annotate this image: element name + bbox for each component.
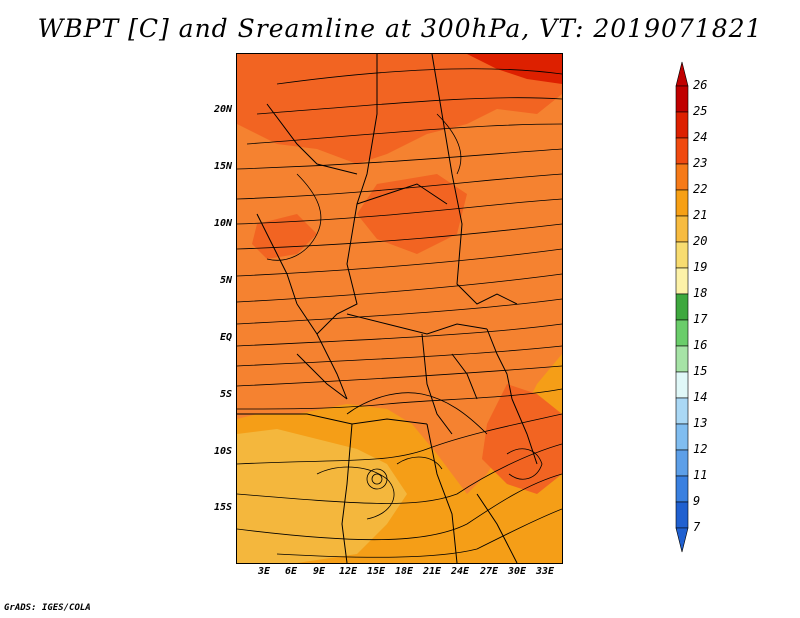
lat-label: 15N [213, 161, 232, 172]
field-24-north [237, 54, 562, 164]
field-24-east [482, 384, 562, 494]
lon-label: 6E [284, 566, 298, 577]
colorbar-segment [675, 423, 689, 451]
colorbar-segment [675, 345, 689, 373]
lon-label: 9E [312, 566, 326, 577]
colorbar-segment [675, 137, 689, 165]
lat-label: 10N [213, 218, 232, 229]
colorbar-segment [675, 111, 689, 139]
colorbar-label: 7 [693, 520, 701, 534]
colorbar-segment [675, 397, 689, 425]
lon-label: 21E [422, 566, 442, 577]
colorbar-label: 23 [693, 156, 708, 170]
colorbar-segment [675, 267, 689, 295]
lon-label: 24E [450, 566, 470, 577]
colorbar-label: 18 [693, 286, 708, 300]
colorbar-segment [675, 85, 689, 113]
colorbar-bottom-arrow [675, 527, 689, 553]
lat-label: 5N [219, 275, 232, 286]
lat-label: 15S [213, 502, 232, 513]
colorbar-label: 26 [693, 78, 708, 92]
colorbar [675, 61, 689, 553]
lon-label: 18E [394, 566, 414, 577]
streamlines [237, 68, 562, 558]
map-svg [237, 54, 562, 563]
colorbar-label: 13 [693, 416, 708, 430]
lat-label: EQ [219, 332, 232, 343]
lat-label: 10S [213, 446, 232, 457]
colorbar-label: 12 [693, 442, 708, 456]
colorbar-label: 17 [693, 312, 708, 326]
lon-label: 27E [479, 566, 499, 577]
lat-label: 5S [219, 389, 232, 400]
field-24-central [357, 174, 467, 254]
colorbar-label: 19 [693, 260, 708, 274]
colorbar-label: 9 [693, 494, 701, 508]
colorbar-segment [675, 293, 689, 321]
colorbar-segment [675, 449, 689, 477]
colorbar-segment [675, 319, 689, 347]
colorbar-label: 24 [693, 130, 708, 144]
lon-label: 15E [366, 566, 386, 577]
lon-label: 3E [257, 566, 271, 577]
colorbar-label: 21 [693, 208, 708, 222]
lat-label: 20N [213, 104, 232, 115]
colorbar-label: 16 [693, 338, 708, 352]
lon-label: 30E [507, 566, 527, 577]
field-25-north [467, 54, 562, 84]
colorbar-label: 15 [693, 364, 708, 378]
map-panel [236, 53, 563, 564]
colorbar-label: 25 [693, 104, 708, 118]
colorbar-top-arrow [675, 61, 689, 87]
lon-label: 12E [338, 566, 358, 577]
colorbar-segment [675, 371, 689, 399]
colorbar-label: 14 [693, 390, 708, 404]
colorbar-label: 11 [693, 468, 708, 482]
colorbar-label: 20 [693, 234, 708, 248]
grads-credit: GrADS: IGES/COLA [4, 603, 91, 613]
chart-title: WBPT [C] and Sreamline at 300hPa, VT: 20… [37, 14, 763, 43]
colorbar-segment [675, 215, 689, 243]
colorbar-segment [675, 501, 689, 529]
colorbar-segments [675, 61, 689, 553]
lon-label: 33E [535, 566, 555, 577]
wbpt-field [237, 54, 562, 563]
colorbar-segment [675, 189, 689, 217]
colorbar-label: 22 [693, 182, 708, 196]
colorbar-segment [675, 241, 689, 269]
colorbar-segment [675, 163, 689, 191]
colorbar-segment [675, 475, 689, 503]
